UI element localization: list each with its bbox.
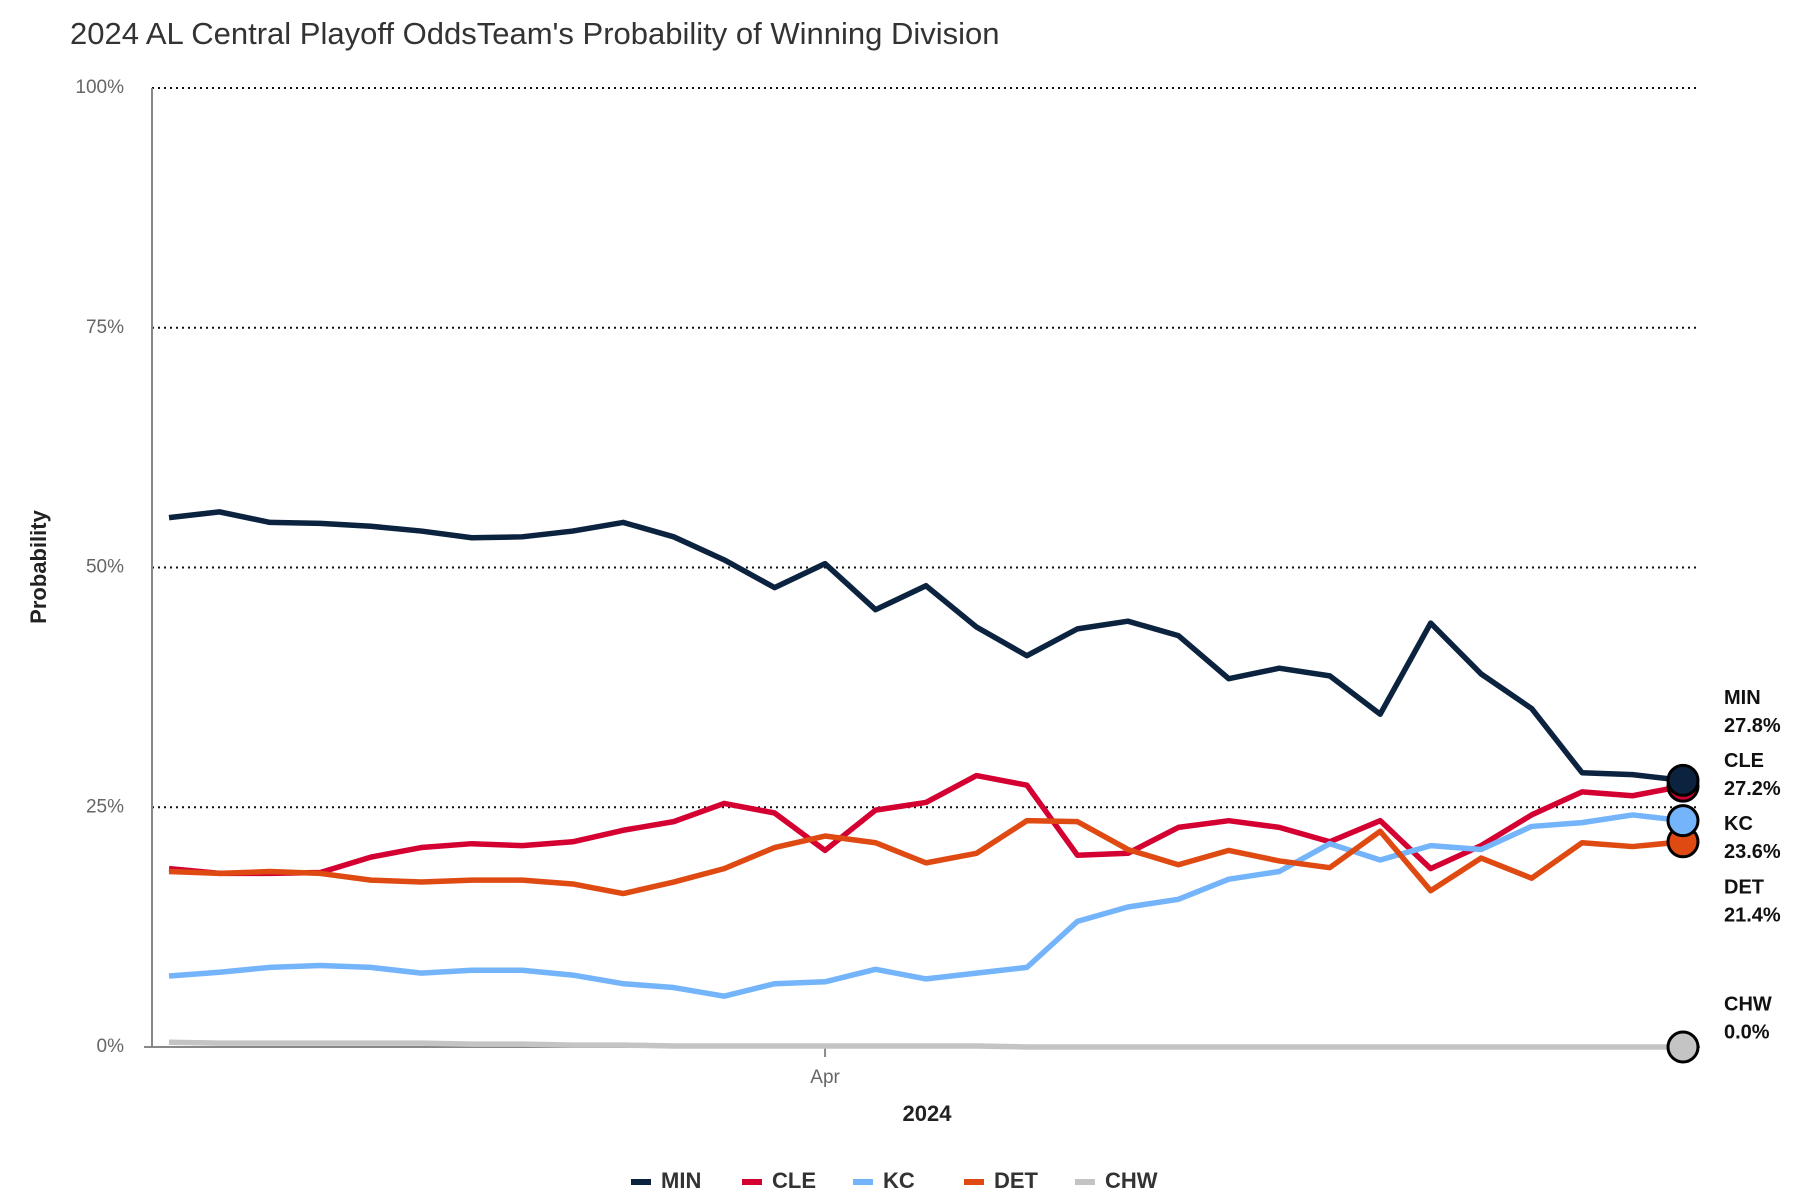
legend-label: DET bbox=[994, 1168, 1039, 1193]
series-line bbox=[168, 1039, 1683, 1050]
y-tick-label: 75% bbox=[86, 317, 124, 338]
end-label-name: MIN bbox=[1724, 687, 1761, 709]
end-label-name: KC bbox=[1724, 813, 1753, 835]
series-line bbox=[168, 817, 1684, 897]
end-label-name: CHW bbox=[1724, 994, 1772, 1016]
data-label: 0.0% bbox=[1724, 1022, 1770, 1044]
end-dot bbox=[1666, 1030, 1700, 1064]
y-tick-label: 25% bbox=[86, 796, 124, 817]
series-line bbox=[168, 772, 1684, 877]
y-tick-label: 50% bbox=[86, 557, 124, 578]
data-label: 27.2% bbox=[1724, 778, 1781, 800]
end-label-name: CLE bbox=[1724, 750, 1764, 772]
x-axis-title: 2024 bbox=[903, 1101, 953, 1126]
end-dot bbox=[1666, 804, 1700, 838]
legend-label: CHW bbox=[1105, 1168, 1158, 1193]
data-label: 21.4% bbox=[1724, 904, 1781, 926]
y-axis-title: Probability bbox=[26, 509, 51, 623]
chart-title: 2024 AL Central Playoff OddsTeam's Proba… bbox=[70, 16, 1000, 51]
data-label: 27.8% bbox=[1724, 715, 1781, 737]
x-tick-label: Apr bbox=[810, 1067, 840, 1088]
series-line bbox=[168, 509, 1684, 784]
end-label-name: DET bbox=[1724, 876, 1764, 898]
series-line bbox=[168, 812, 1684, 999]
end-dot bbox=[1666, 763, 1700, 797]
legend-label: CLE bbox=[772, 1168, 816, 1193]
y-tick-label: 0% bbox=[97, 1036, 125, 1057]
legend-label: KC bbox=[883, 1168, 915, 1193]
data-label: 23.6% bbox=[1724, 841, 1781, 863]
legend-label: MIN bbox=[661, 1168, 701, 1193]
y-tick-label: 100% bbox=[75, 77, 124, 98]
